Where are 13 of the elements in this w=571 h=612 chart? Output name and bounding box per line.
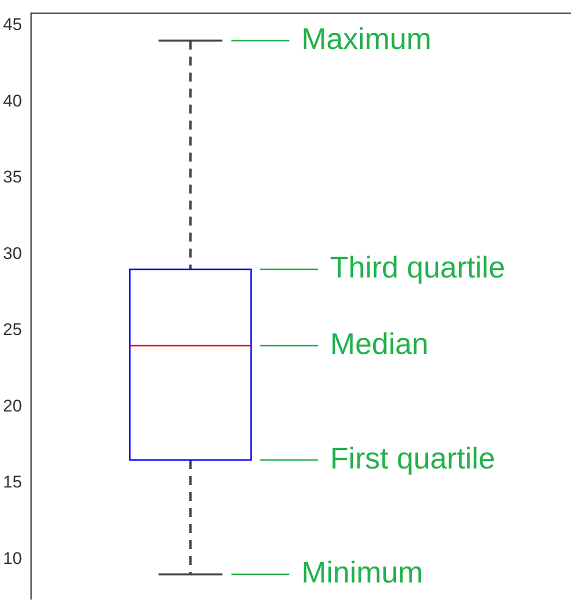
y-tick-label: 40	[2, 91, 22, 110]
y-tick-label: 35	[2, 168, 22, 187]
y-tick-label: 25	[2, 320, 22, 340]
annotation: Minimum	[301, 556, 424, 590]
annotation: Median	[330, 328, 428, 361]
annotation: Third quartile	[330, 252, 506, 285]
annotation: Maximum	[301, 22, 432, 56]
y-tick-label: 20	[2, 396, 22, 416]
annotation: First quartile	[330, 442, 496, 476]
y-tick-label: 15	[2, 472, 22, 492]
y-tick-label: 10	[2, 548, 22, 568]
y-tick-label: 30	[2, 244, 22, 263]
y-tick-label: 45	[2, 15, 22, 34]
